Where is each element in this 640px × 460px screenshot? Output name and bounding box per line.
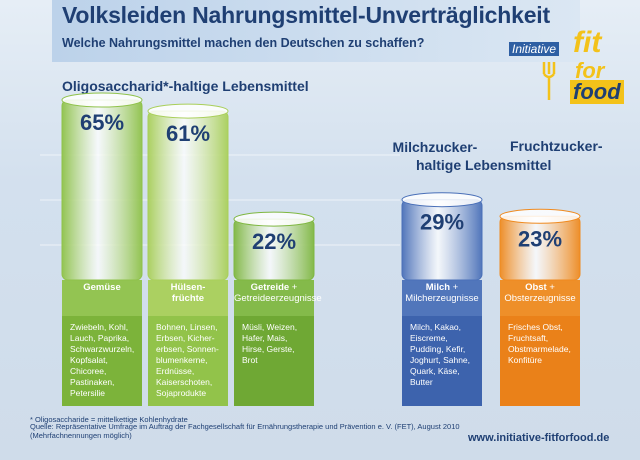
logo: Initiative fit for food <box>505 20 635 110</box>
fork-icon <box>542 62 556 100</box>
category-label-3: Milch + Milcherzeugnisse <box>402 282 482 304</box>
category-name: Gemüse <box>83 282 121 293</box>
bar-base-2 <box>234 280 314 316</box>
value-label-2: 22% <box>252 229 296 254</box>
category-label-2: Getreide + Getreideerzeugnisse <box>234 282 322 304</box>
category-label-4: Obst + Obsterzeugnisse <box>500 282 580 304</box>
examples-panel-2: Müsli, Weizen, Hafer, Mais, Hirse, Gerst… <box>234 316 314 406</box>
page-subtitle: Welche Nahrungsmittel machen den Deutsch… <box>62 36 425 50</box>
category-name: Milch <box>425 282 451 293</box>
category-label-1: Hülsen- früchte <box>148 282 228 304</box>
bar-top-4 <box>499 208 581 224</box>
bar-top-1 <box>147 103 229 119</box>
oligo-section-title: Oligosaccharid*-haltige Lebensmittel <box>62 78 309 94</box>
website-link[interactable]: www.initiative-fitforfood.de <box>468 432 610 444</box>
category-name: Obst <box>525 282 547 293</box>
value-label-3: 29% <box>420 210 464 235</box>
logo-initiative: Initiative <box>509 42 560 56</box>
value-label-1: 61% <box>166 121 210 146</box>
footnote-source-line: Quelle: Repräsentative Umfrage im Auftra… <box>30 422 460 431</box>
category-subname: + Milcherzeugnisse <box>405 282 479 304</box>
examples-panel-1: Bohnen, Linsen, Erbsen, Kicher- erbsen, … <box>148 316 228 406</box>
bar-top-3 <box>401 192 483 208</box>
milk-title-line2: haltige Lebensmittel <box>416 157 552 173</box>
category-label-0: Gemüse <box>62 282 142 293</box>
page-title: Volksleiden Nahrungsmittel-Unverträglich… <box>62 2 550 28</box>
bar-base-4 <box>500 280 580 316</box>
logo-for: for <box>575 58 605 83</box>
examples-panel-0: Zwiebeln, Kohl, Lauch, Paprika, Schwarzw… <box>62 316 142 406</box>
logo-fit: fit <box>573 26 602 59</box>
value-label-0: 65% <box>80 110 124 135</box>
bar-top-2 <box>233 211 315 227</box>
milk-section-title: Milchzucker- haltige Lebensmittel <box>388 138 552 174</box>
category-name: Getreide <box>250 282 290 293</box>
bar-base-0 <box>62 280 142 316</box>
logo-food: food <box>570 80 624 104</box>
category-name: Hülsen- früchte <box>170 282 206 304</box>
bar-base-3 <box>402 280 482 316</box>
examples-panel-4: Frisches Obst, Fruchtsaft, Obstmarmelade… <box>500 316 580 406</box>
category-subname: + Obsterzeugnisse <box>504 282 576 304</box>
footnote-oligo: * Oligosaccharide = mittelkettige Kohlen… <box>30 415 188 424</box>
milk-title-line1: Milchzucker- <box>392 139 478 155</box>
footnote-multiple: (Mehrfachnennungen möglich) <box>30 431 132 440</box>
category-subname: + Getreideerzeugnisse <box>234 282 322 304</box>
footnote-source: Quelle: Repräsentative Umfrage im Auftra… <box>30 422 460 440</box>
value-label-4: 23% <box>518 226 562 251</box>
fruit-section-title: Fruchtzucker- <box>510 138 603 154</box>
bar-base-1 <box>148 280 228 316</box>
header-band <box>52 0 580 62</box>
examples-panel-3: Milch, Kakao, Eiscreme, Pudding, Kefir, … <box>402 316 482 406</box>
bar-top-0 <box>61 92 143 108</box>
